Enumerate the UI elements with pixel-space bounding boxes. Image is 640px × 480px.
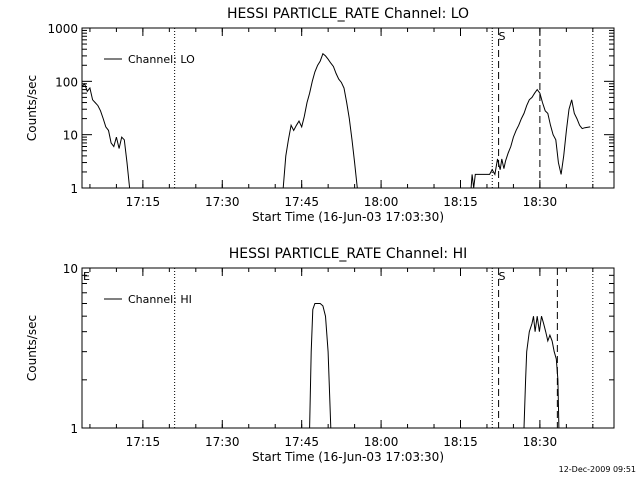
- x-tick-label: 18:30: [523, 195, 558, 209]
- x-tick-label: 17:30: [205, 435, 240, 449]
- x-tick-label: 17:15: [126, 195, 161, 209]
- chart-title: HESSI PARTICLE_RATE Channel: LO: [227, 6, 469, 22]
- y-tick-label: 10: [63, 262, 78, 276]
- x-tick-label: 17:15: [126, 435, 161, 449]
- axes-frame: [81, 267, 615, 429]
- event-marker: E: [83, 270, 90, 283]
- axes-frame: [81, 27, 615, 189]
- x-tick-label: 18:15: [443, 435, 478, 449]
- event-marker: S: [499, 30, 506, 43]
- x-tick-label: 18:00: [364, 195, 399, 209]
- chart-title: HESSI PARTICLE_RATE Channel: HI: [229, 246, 467, 262]
- x-axis-label: Start Time (16-Jun-03 17:03:30): [252, 210, 444, 224]
- legend-label: Channel: HI: [128, 293, 192, 306]
- x-tick-label: 18:00: [364, 435, 399, 449]
- x-tick-label: 17:45: [284, 435, 319, 449]
- x-tick-label: 17:30: [205, 195, 240, 209]
- series-line: [309, 303, 332, 429]
- x-tick-label: 17:45: [284, 195, 319, 209]
- series-line: [282, 52, 358, 189]
- y-tick-label: 100: [55, 75, 78, 89]
- legend-label: Channel: LO: [128, 53, 195, 66]
- panel-lo: HESSI PARTICLE_RATE Channel: LO 17:15 17:3…: [25, 6, 615, 224]
- series-line: [523, 316, 560, 429]
- y-tick-label: 10: [63, 129, 78, 143]
- x-tick-label: 18:15: [443, 195, 478, 209]
- y-axis-label: Counts/sec: [25, 315, 39, 381]
- series-line: [81, 82, 131, 189]
- y-tick-label: 1000: [47, 22, 78, 36]
- y-axis-label: Counts/sec: [25, 75, 39, 141]
- event-marker: S: [499, 270, 506, 283]
- x-axis-label: Start Time (16-Jun-03 17:03:30): [252, 450, 444, 464]
- y-tick-label: 1: [70, 182, 78, 196]
- x-tick-label: 18:30: [523, 435, 558, 449]
- panel-hi: HESSI PARTICLE_RATE Channel: HI 17:15 17:3…: [25, 246, 615, 464]
- y-tick-label: 1: [70, 422, 78, 436]
- footer-date: 12-Dec-2009 09:51: [559, 465, 636, 474]
- series-line: [470, 88, 591, 189]
